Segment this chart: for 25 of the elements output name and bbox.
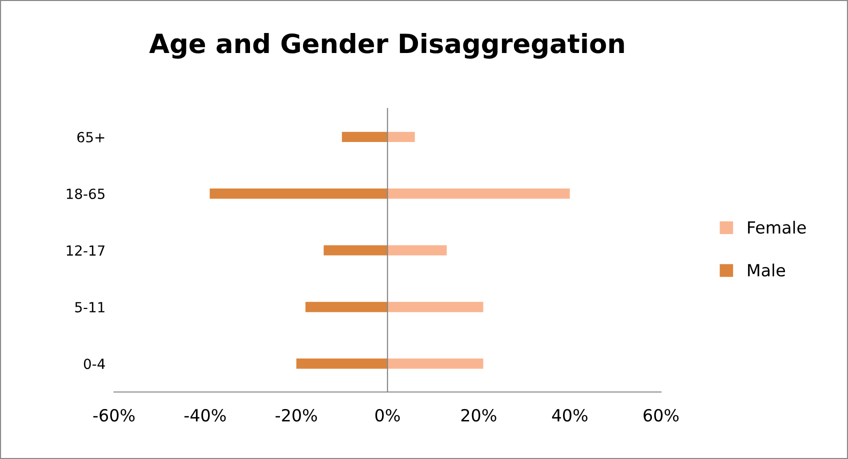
legend-label: Female	[748, 220, 806, 234]
bar	[388, 302, 484, 312]
bar	[305, 302, 388, 312]
y-tick-label: 65+	[77, 132, 104, 142]
x-tick-label: 60%	[644, 408, 679, 422]
y-tick-label: 0-4	[84, 358, 105, 370]
x-tick-label: -20%	[276, 408, 317, 422]
x-tick-label: -40%	[184, 408, 226, 422]
x-tick-label: 20%	[461, 408, 496, 422]
legend-label: Male	[748, 264, 786, 277]
y-tick-label: 5-11	[75, 302, 104, 312]
bar	[388, 132, 415, 142]
y-tick-label: 18-65	[66, 188, 104, 200]
bar	[342, 132, 388, 142]
bar	[324, 245, 388, 256]
y-tick-label: 12-17	[66, 245, 104, 256]
bar	[388, 358, 484, 369]
chart-title: Age and Gender Disaggregation	[149, 32, 624, 59]
x-tick-label: 0%	[375, 408, 400, 422]
x-tick-label: 40%	[552, 408, 588, 422]
bar	[210, 188, 388, 199]
bar	[388, 188, 570, 199]
x-tick-label: -60%	[93, 408, 135, 422]
bar	[388, 245, 447, 256]
bar	[296, 358, 388, 369]
